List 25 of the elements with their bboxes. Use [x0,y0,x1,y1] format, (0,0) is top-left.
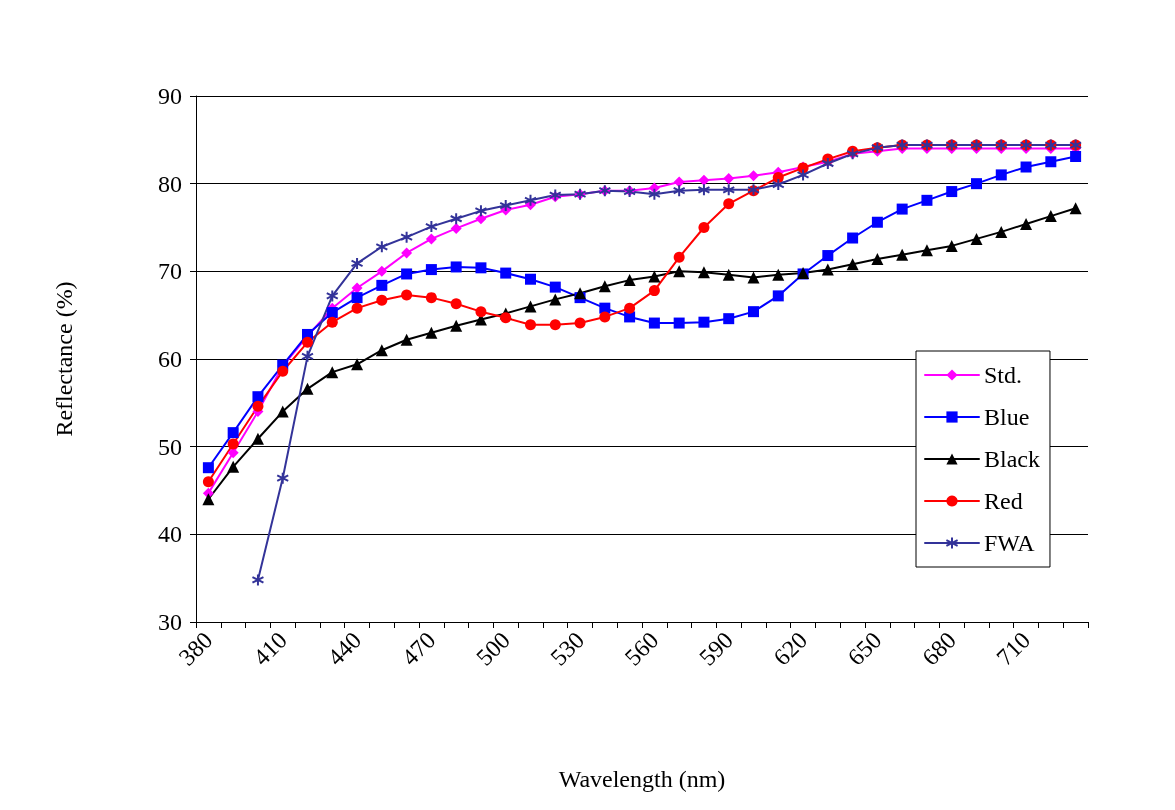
legend-label: Red [984,488,1023,514]
x-tick-label: 500 [471,626,515,671]
y-tick-label: 80 [158,170,182,197]
y-axis-title: Reflectance (%) [51,281,77,437]
y-tick-label: 40 [158,521,182,548]
y-tick-label: 30 [158,609,182,635]
x-tick-label: 650 [842,626,887,671]
legend-label: Blue [984,404,1030,430]
y-tick-label: 60 [158,346,182,372]
y-tick-label: 90 [158,83,182,109]
legend-label: Black [984,446,1040,472]
y-tick-label: 70 [158,258,182,285]
x-tick-label: 440 [322,626,367,671]
x-tick-label: 590 [694,626,738,671]
x-tick-label: 530 [545,626,590,671]
legend-label: FWA [984,530,1036,556]
x-axis-title: Wavelength (nm) [558,766,726,792]
x-tick-label: 680 [917,626,961,671]
x-tick-label: 470 [396,626,441,671]
x-tick-label: 560 [619,626,664,671]
x-tick-label: 710 [991,626,1036,671]
legend-label: Std. [984,362,1023,388]
y-tick-label: 50 [158,433,182,460]
x-tick-label: 620 [768,626,813,671]
x-tick-label: 410 [248,626,292,671]
